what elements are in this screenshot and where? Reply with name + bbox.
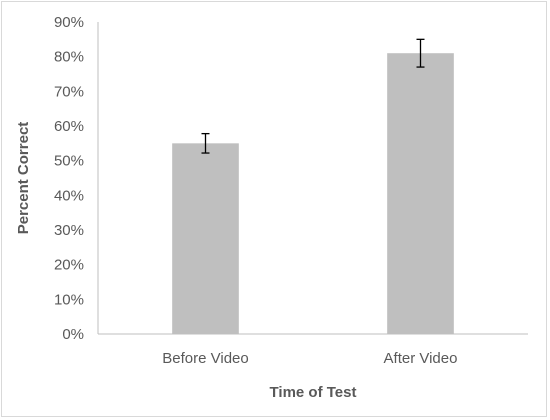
category-labels: Before Video After Video <box>162 350 457 367</box>
x-category-label: Before Video <box>162 350 248 367</box>
error-bar-1 <box>201 132 210 154</box>
y-tick-label: 10% <box>54 291 84 308</box>
bar-1 <box>172 143 239 334</box>
bars <box>172 53 454 334</box>
y-tick-label: 0% <box>62 326 84 343</box>
y-axis-title: Percent Correct <box>15 122 32 235</box>
y-tick-label: 50% <box>54 153 84 170</box>
y-tick-label: 40% <box>54 187 84 204</box>
x-axis-title: Time of Test <box>270 384 357 401</box>
y-tick-label: 80% <box>54 49 84 66</box>
x-category-label: After Video <box>384 350 458 367</box>
error-bars <box>201 38 425 154</box>
y-tick-label: 20% <box>54 257 84 274</box>
y-tick-label: 30% <box>54 222 84 239</box>
error-bar-2 <box>416 38 425 68</box>
y-axis-ticks: 0% 10% 20% 30% 40% 50% 60% 70% 80% 90% <box>54 14 84 343</box>
y-tick-label: 60% <box>54 118 84 135</box>
bar-2 <box>387 53 454 334</box>
y-tick-label: 90% <box>54 14 84 31</box>
y-tick-label: 70% <box>54 83 84 100</box>
